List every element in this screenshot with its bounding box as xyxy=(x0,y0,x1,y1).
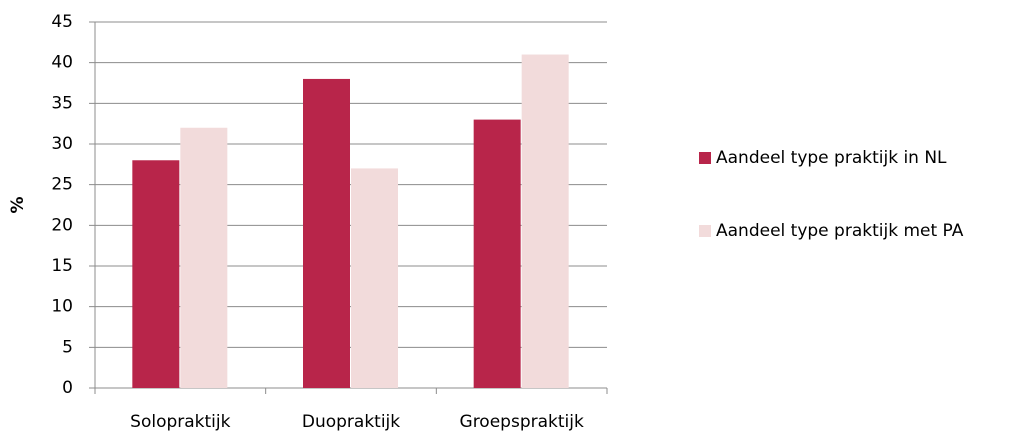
bar xyxy=(132,160,180,388)
y-tick-label: 45 xyxy=(51,12,73,32)
y-tick-label: 20 xyxy=(51,215,73,235)
y-tick-label: 0 xyxy=(62,378,73,398)
y-tick-label: 35 xyxy=(51,93,73,113)
legend-swatch xyxy=(699,225,711,237)
y-axis-label: % xyxy=(8,196,28,213)
legend-label: Aandeel type praktijk in NL xyxy=(716,148,947,168)
x-tick-label: Duopraktijk xyxy=(302,412,400,432)
y-tick-label: 10 xyxy=(51,297,73,317)
y-tick-label: 40 xyxy=(51,53,73,73)
y-tick-label: 25 xyxy=(51,175,73,195)
x-tick-label: Groepspraktijk xyxy=(460,412,584,432)
bar xyxy=(351,168,398,388)
y-tick-label: 5 xyxy=(62,337,73,357)
bar xyxy=(521,54,569,389)
bar xyxy=(303,78,350,388)
bar xyxy=(473,119,521,388)
y-tick-label: 30 xyxy=(51,134,73,154)
legend-swatch xyxy=(699,152,711,164)
y-tick-label: 15 xyxy=(51,256,73,276)
legend-label: Aandeel type praktijk met PA xyxy=(716,221,964,241)
bar xyxy=(180,127,228,388)
x-tick-label: Solopraktijk xyxy=(130,412,230,432)
